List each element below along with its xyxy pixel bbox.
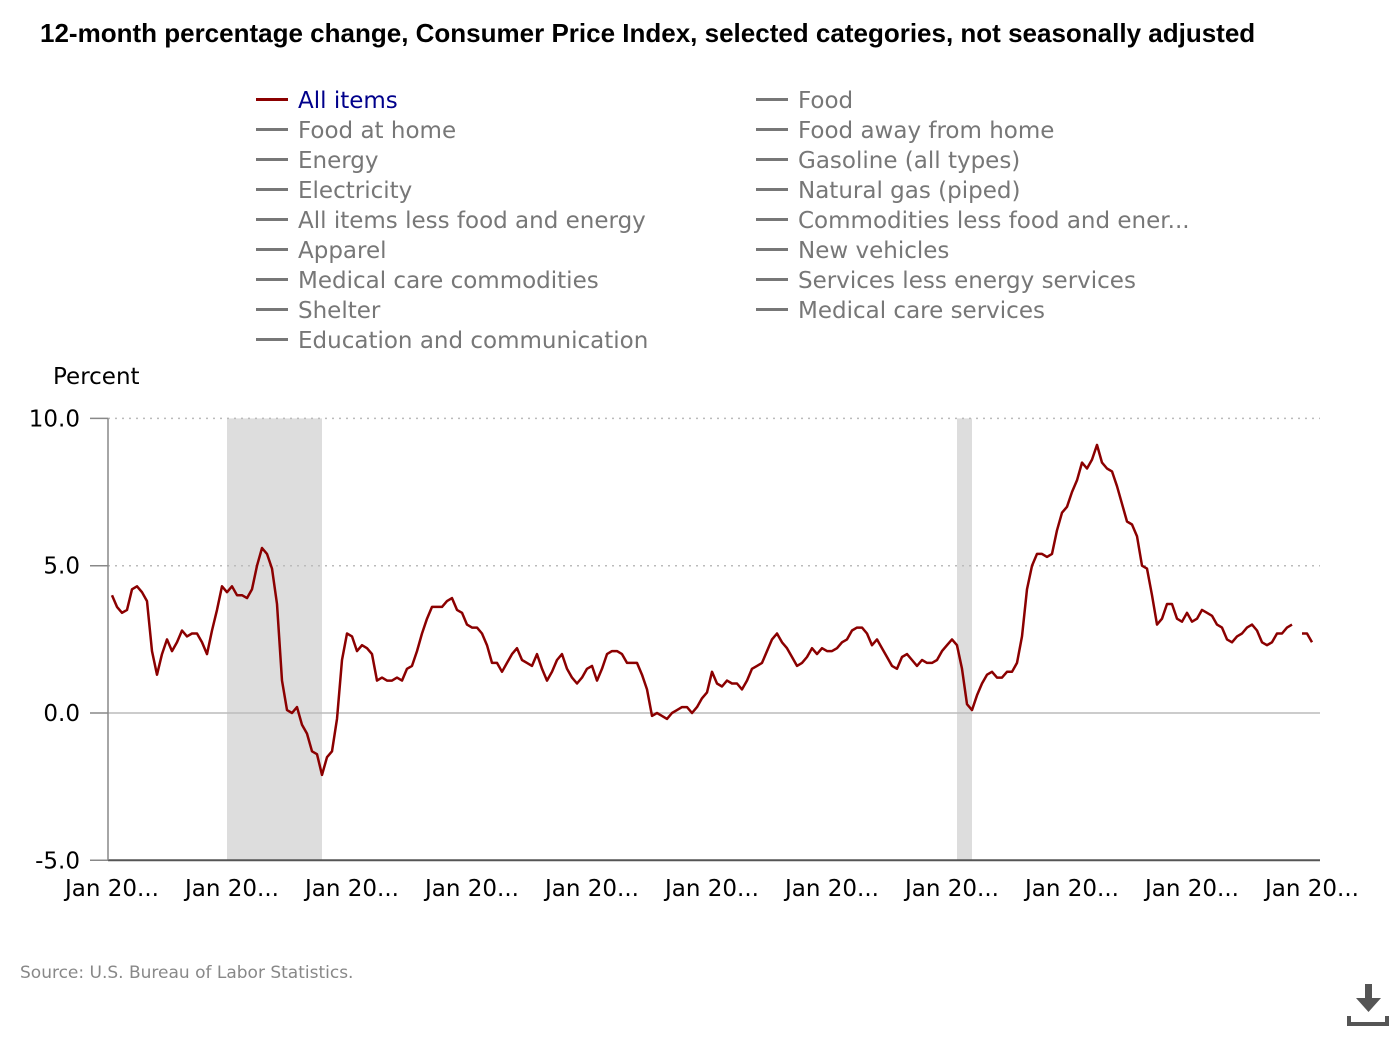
legend-swatch: [256, 278, 288, 281]
y-tick-label: -5.0: [35, 848, 80, 874]
legend-item[interactable]: Electricity: [256, 178, 412, 208]
legend-label: Gasoline (all types): [798, 148, 1021, 174]
legend-swatch: [256, 98, 288, 101]
legend-label: Education and communication: [298, 328, 649, 354]
legend-item[interactable]: Gasoline (all types): [756, 148, 1020, 178]
y-tick-label: 0.0: [43, 701, 80, 727]
legend-swatch: [256, 308, 288, 311]
x-tick-label: Jan 20...: [183, 876, 279, 902]
legend-swatch: [256, 218, 288, 221]
legend-label: All items: [298, 88, 398, 114]
y-tick-label: 5.0: [43, 554, 80, 580]
source-note: Source: U.S. Bureau of Labor Statistics.: [20, 963, 354, 983]
x-tick-label: Jan 20...: [783, 876, 879, 902]
legend-label: Medical care services: [798, 298, 1045, 324]
series-line-all-items: [1302, 632, 1314, 643]
legend-label: Medical care commodities: [298, 268, 599, 294]
legend-item[interactable]: New vehicles: [756, 238, 949, 268]
legend-label: Electricity: [298, 178, 413, 204]
legend-item[interactable]: Commodities less food and ener...: [756, 208, 1190, 238]
x-tick-label: Jan 20...: [663, 876, 759, 902]
chart-title: 12-month percentage change, Consumer Pri…: [40, 18, 1256, 48]
legend-item[interactable]: All items: [256, 88, 398, 118]
legend-item[interactable]: Apparel: [256, 238, 387, 268]
download-button[interactable]: [1346, 984, 1390, 1028]
legend-swatch: [756, 128, 788, 131]
series-line-all-items: [110, 443, 1293, 777]
legend-swatch: [256, 128, 288, 131]
legend-swatch: [256, 338, 288, 341]
legend-label: Natural gas (piped): [798, 178, 1021, 204]
recession-band: [227, 418, 322, 861]
legend-swatch: [756, 278, 788, 281]
x-tick-label: Jan 20...: [903, 876, 999, 902]
legend-swatch: [756, 218, 788, 221]
download-icon: [1347, 984, 1389, 1026]
legend-label: Food: [798, 88, 854, 114]
legend-item[interactable]: Food away from home: [756, 118, 1054, 148]
legend-label: Commodities less food and ener...: [798, 208, 1190, 234]
x-tick-label: Jan 20...: [1263, 876, 1359, 902]
legend-item[interactable]: Education and communication: [256, 328, 648, 358]
legend-label: Food at home: [298, 118, 457, 144]
x-tick-label: Jan 20...: [1023, 876, 1119, 902]
legend-swatch: [256, 158, 288, 161]
y-axis-label: Percent: [53, 364, 140, 390]
legend-item[interactable]: Energy: [256, 148, 379, 178]
legend-label: All items less food and energy: [298, 208, 646, 234]
legend-swatch: [256, 248, 288, 251]
legend-swatch: [756, 248, 788, 251]
legend-label: Shelter: [298, 298, 381, 324]
y-tick-label: 10.0: [29, 406, 80, 432]
legend-swatch: [756, 98, 788, 101]
legend-item[interactable]: Natural gas (piped): [756, 178, 1020, 208]
legend-item[interactable]: Services less energy services: [756, 268, 1136, 298]
legend-swatch: [756, 188, 788, 191]
legend-item[interactable]: All items less food and energy: [256, 208, 646, 238]
legend-label: Services less energy services: [798, 268, 1136, 294]
x-tick-label: Jan 20...: [543, 876, 639, 902]
x-tick-label: Jan 20...: [63, 876, 159, 902]
legend-label: Energy: [298, 148, 379, 174]
legend-swatch: [256, 188, 288, 191]
recession-band: [957, 418, 972, 861]
legend-item[interactable]: Food at home: [256, 118, 456, 148]
x-tick-label: Jan 20...: [1143, 876, 1239, 902]
legend-swatch: [756, 308, 788, 311]
x-tick-label: Jan 20...: [303, 876, 399, 902]
legend-item[interactable]: Shelter: [256, 298, 380, 328]
legend-swatch: [756, 158, 788, 161]
legend-item[interactable]: Medical care commodities: [256, 268, 599, 298]
legend-item[interactable]: Medical care services: [756, 298, 1045, 328]
legend-label: Apparel: [298, 238, 387, 264]
legend-label: Food away from home: [798, 118, 1055, 144]
legend-label: New vehicles: [798, 238, 950, 264]
x-tick-label: Jan 20...: [423, 876, 519, 902]
legend-item[interactable]: Food: [756, 88, 853, 118]
